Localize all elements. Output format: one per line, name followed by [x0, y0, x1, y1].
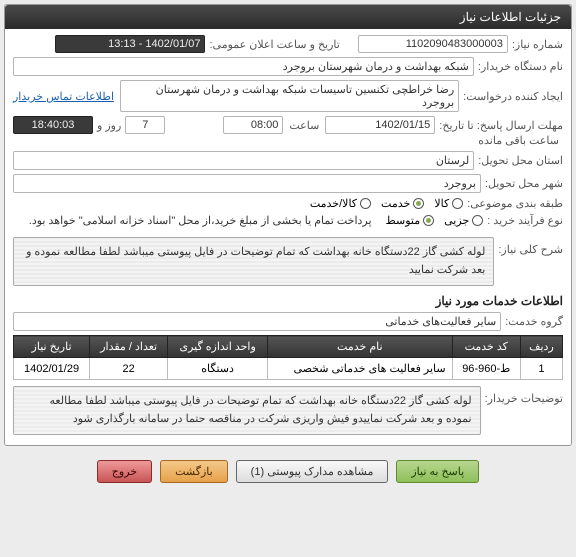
- td-service-name: سایر فعالیت های خدماتی شخصی: [268, 358, 453, 380]
- row-city: شهر محل تحویل: بروجرد: [13, 174, 563, 193]
- lbl-general-desc: شرح کلی نیاز:: [498, 237, 563, 256]
- td-date: 1402/01/29: [14, 358, 90, 380]
- lbl-process: نوع فرآیند خرید :: [487, 214, 563, 227]
- row-category: طبقه بندی موضوعی: کالا خدمت کالا/خدمت: [13, 197, 563, 210]
- radio-label-khedmat: خدمت: [381, 197, 410, 210]
- table-header-row: ردیف کد خدمت نام خدمت واحد اندازه گیری ت…: [14, 336, 563, 358]
- field-buyer-notes: لوله کشی گاز 22دستگاه خانه بهداشت که تما…: [13, 386, 481, 435]
- lbl-days-and: روز و: [97, 119, 121, 132]
- lbl-deadline: مهلت ارسال پاسخ: تا تاریخ:: [439, 119, 563, 132]
- link-contact[interactable]: اطلاعات تماس خریدار: [13, 90, 114, 103]
- radio-item-khedmat[interactable]: خدمت: [381, 197, 424, 210]
- row-service-group: گروه خدمت: سایر فعالیت‌های خدماتی: [13, 312, 563, 331]
- panel-title: جزئیات اطلاعات نیاز: [5, 5, 571, 29]
- td-qty: 22: [90, 358, 168, 380]
- table-row[interactable]: 1 ط-960-96 سایر فعالیت های خدماتی شخصی د…: [14, 358, 563, 380]
- row-process: نوع فرآیند خرید : جزیی متوسط پرداخت تمام…: [13, 214, 563, 227]
- radio-label-kala: کالا: [434, 197, 449, 210]
- radio-minor: [472, 215, 483, 226]
- field-buyer: شبکه بهداشت و درمان شهرستان بروجرد: [13, 57, 474, 76]
- radio-item-minor[interactable]: جزیی: [444, 214, 483, 227]
- lbl-category: طبقه بندی موضوعی:: [467, 197, 563, 210]
- th-qty: تعداد / مقدار: [90, 336, 168, 358]
- radio-item-kala[interactable]: کالا: [434, 197, 463, 210]
- exit-button[interactable]: خروج: [97, 460, 152, 483]
- td-idx: 1: [520, 358, 562, 380]
- field-city: بروجرد: [13, 174, 481, 193]
- process-radio-group: جزیی متوسط: [386, 214, 484, 227]
- lbl-need-no: شماره نیاز:: [512, 38, 563, 51]
- td-code: ط-960-96: [452, 358, 520, 380]
- lbl-time: ساعت: [289, 119, 319, 132]
- field-deadline-time: 08:00: [223, 116, 283, 134]
- category-radio-group: کالا خدمت کالا/خدمت: [310, 197, 463, 210]
- th-code: کد خدمت: [452, 336, 520, 358]
- lbl-buyer: نام دستگاه خریدار:: [478, 60, 563, 73]
- row-creator: ایجاد کننده درخواست: رضا خراطچی تکنسین ت…: [13, 80, 563, 112]
- back-button[interactable]: بازگشت: [160, 460, 228, 483]
- field-general-desc: لوله کشی گاز 22دستگاه خانه بهداشت که تما…: [13, 237, 494, 286]
- services-table: ردیف کد خدمت نام خدمت واحد اندازه گیری ت…: [13, 335, 563, 380]
- th-row: ردیف: [520, 336, 562, 358]
- lbl-buyer-notes: توضیحات خریدار:: [485, 386, 563, 405]
- field-province: لرستان: [13, 151, 474, 170]
- field-announce: 1402/01/07 - 13:13: [55, 35, 205, 53]
- lbl-announce: تاریخ و ساعت اعلان عمومی:: [209, 38, 339, 51]
- row-province: استان محل تحویل: لرستان: [13, 151, 563, 170]
- radio-khedmat: [413, 198, 424, 209]
- attachments-button[interactable]: مشاهده مدارک پیوستی (1): [236, 460, 389, 483]
- radio-item-medium[interactable]: متوسط: [386, 214, 435, 227]
- field-need-no: 1102090483000003: [358, 35, 508, 53]
- th-unit: واحد اندازه گیری: [168, 336, 268, 358]
- row-buyer-notes: توضیحات خریدار: لوله کشی گاز 22دستگاه خا…: [13, 386, 563, 435]
- th-date: تاریخ نیاز: [14, 336, 90, 358]
- field-remaining-time: 18:40:03: [13, 116, 93, 134]
- process-note: پرداخت تمام یا بخشی از مبلغ خرید،از محل …: [29, 214, 372, 227]
- field-service-group: سایر فعالیت‌های خدماتی: [13, 312, 501, 331]
- row-deadline: مهلت ارسال پاسخ: تا تاریخ: 1402/01/15 سا…: [13, 116, 563, 147]
- radio-item-both[interactable]: کالا/خدمت: [310, 197, 371, 210]
- respond-button[interactable]: پاسخ به نیاز: [396, 460, 479, 483]
- need-details-panel: جزئیات اطلاعات نیاز شماره نیاز: 11020904…: [4, 4, 572, 446]
- lbl-province: استان محل تحویل:: [478, 154, 563, 167]
- td-unit: دستگاه: [168, 358, 268, 380]
- panel-body: شماره نیاز: 1102090483000003 تاریخ و ساع…: [5, 29, 571, 445]
- radio-label-both: کالا/خدمت: [310, 197, 357, 210]
- row-general-desc: شرح کلی نیاز: لوله کشی گاز 22دستگاه خانه…: [13, 237, 563, 286]
- lbl-service-group: گروه خدمت:: [505, 315, 563, 328]
- radio-label-medium: متوسط: [386, 214, 421, 227]
- section-services-info: اطلاعات خدمات مورد نیاز: [13, 294, 563, 308]
- field-deadline-date: 1402/01/15: [325, 116, 435, 134]
- th-name: نام خدمت: [268, 336, 453, 358]
- radio-kala: [452, 198, 463, 209]
- row-need-no: شماره نیاز: 1102090483000003 تاریخ و ساع…: [13, 35, 563, 53]
- field-days: 7: [125, 116, 165, 134]
- row-buyer: نام دستگاه خریدار: شبکه بهداشت و درمان ش…: [13, 57, 563, 76]
- radio-label-minor: جزیی: [444, 214, 469, 227]
- button-row: پاسخ به نیاز مشاهده مدارک پیوستی (1) باز…: [4, 452, 572, 487]
- radio-both: [360, 198, 371, 209]
- field-creator: رضا خراطچی تکنسین تاسیسات شبکه بهداشت و …: [120, 80, 459, 112]
- radio-medium: [423, 215, 434, 226]
- lbl-city: شهر محل تحویل:: [485, 177, 563, 190]
- lbl-remaining: ساعت باقی مانده: [478, 134, 559, 147]
- lbl-creator: ایجاد کننده درخواست:: [463, 90, 563, 103]
